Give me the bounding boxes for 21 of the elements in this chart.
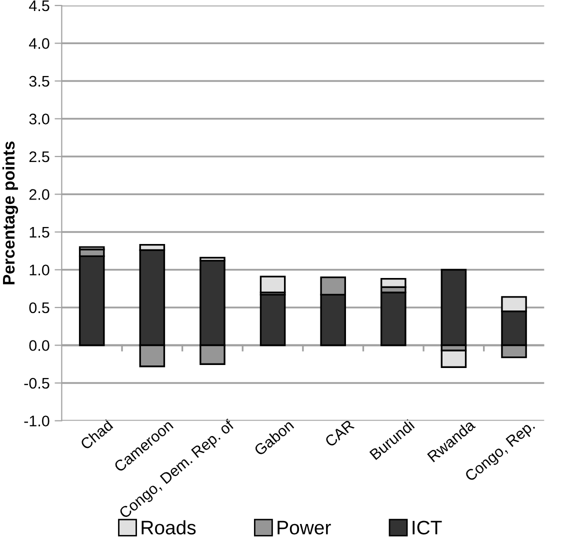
y-axis-title: Percentage points xyxy=(2,142,18,284)
y-tick-label: 0.0 xyxy=(29,340,50,351)
y-tick-label: -0.5 xyxy=(24,378,50,389)
y-tick-label: 4.5 xyxy=(29,0,50,12)
y-tick-label: 0.5 xyxy=(29,302,50,314)
bar xyxy=(260,276,286,294)
legend-label: ICT xyxy=(412,520,442,534)
y-tick-label: 4.0 xyxy=(29,38,50,49)
bar xyxy=(260,294,286,346)
y-tick-label: 2.5 xyxy=(29,151,50,162)
legend-label: Power xyxy=(278,520,331,534)
y-tick-label: 3.5 xyxy=(29,76,50,87)
x-tick-label: CAR xyxy=(324,419,355,448)
y-tick-label: 2.0 xyxy=(29,189,50,200)
y-tick-label: 1.0 xyxy=(30,264,50,276)
bar xyxy=(440,268,467,346)
y-tick-label: 3.0 xyxy=(29,114,50,124)
y-tick-label: 1.5 xyxy=(30,227,50,238)
bar xyxy=(380,292,406,346)
y-tick-label: -1.0 xyxy=(24,416,50,426)
legend-label: Roads xyxy=(142,520,196,534)
